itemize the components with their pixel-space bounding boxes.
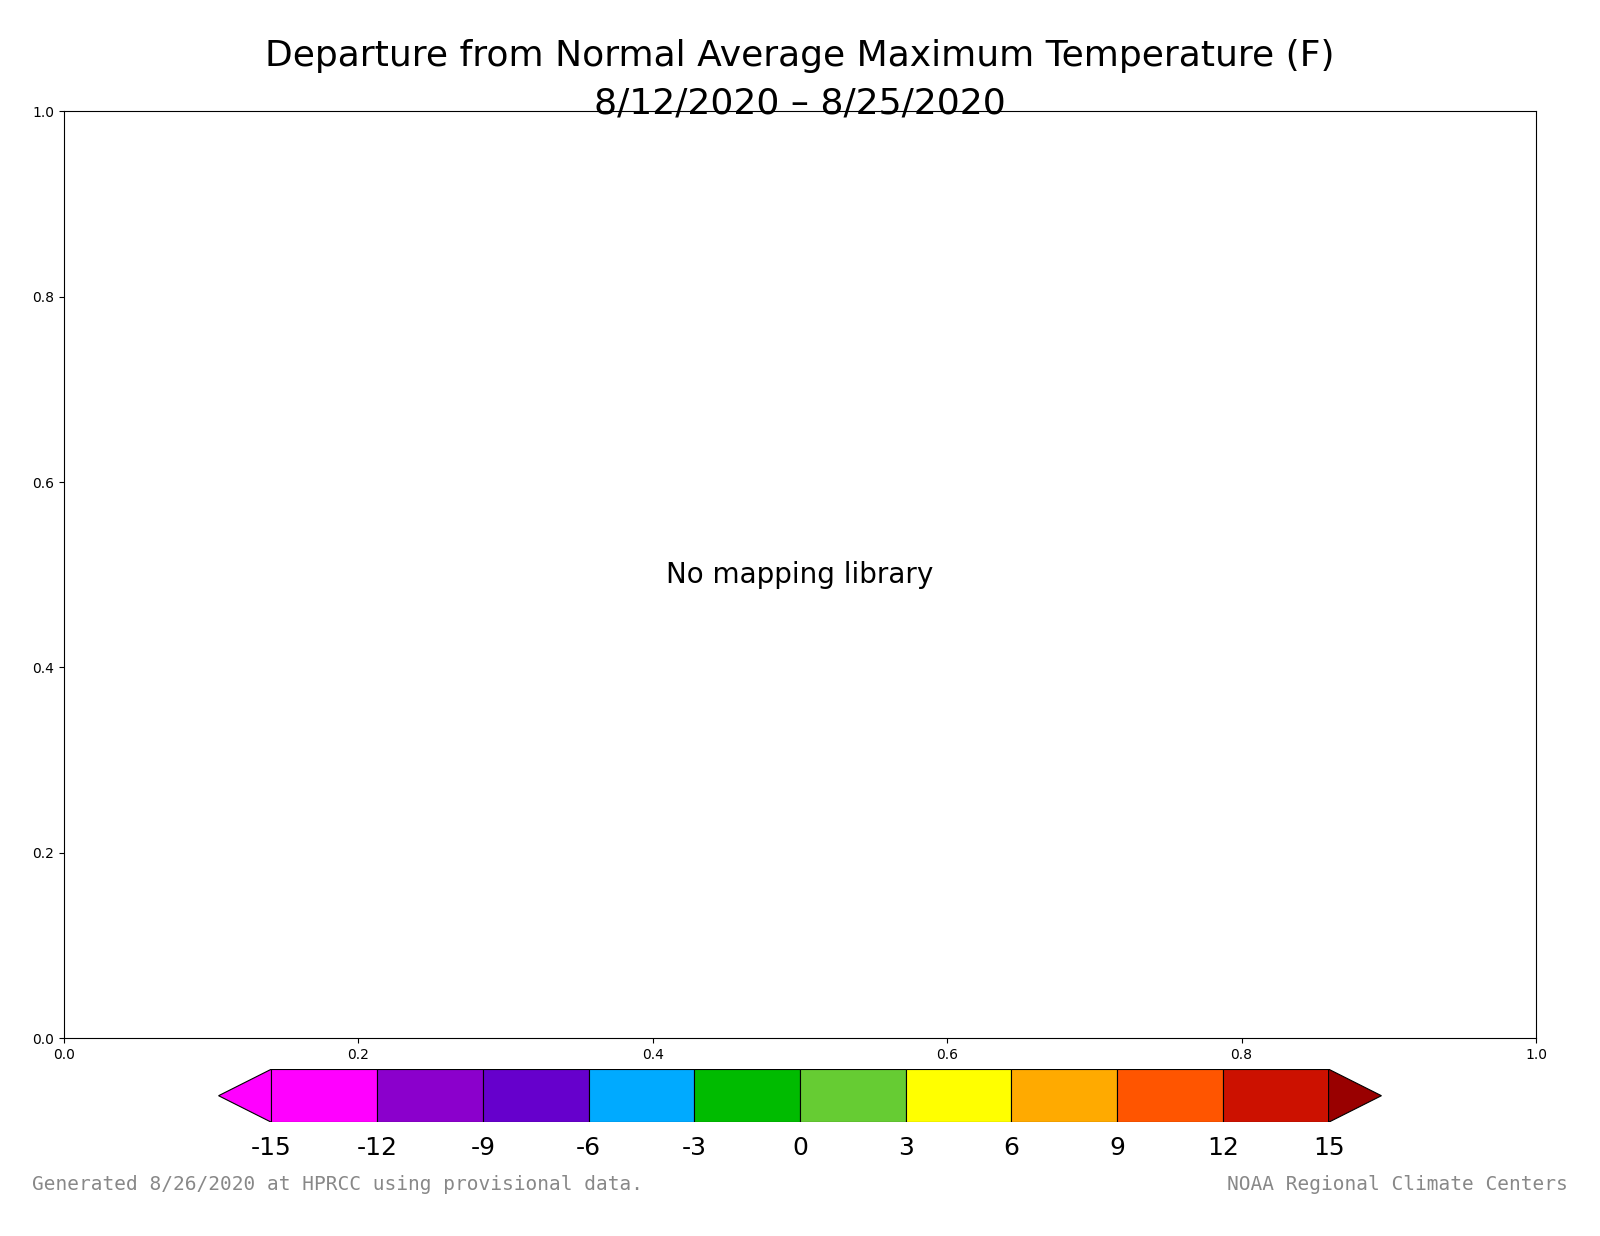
Polygon shape bbox=[219, 1069, 272, 1122]
Text: 12: 12 bbox=[1206, 1136, 1238, 1159]
Polygon shape bbox=[1328, 1069, 1381, 1122]
Text: 15: 15 bbox=[1312, 1136, 1344, 1159]
Bar bbox=[800, 1069, 906, 1122]
Text: -3: -3 bbox=[682, 1136, 707, 1159]
Bar bbox=[1222, 1069, 1328, 1122]
Text: -12: -12 bbox=[357, 1136, 398, 1159]
Text: 9: 9 bbox=[1109, 1136, 1125, 1159]
Text: 3: 3 bbox=[898, 1136, 914, 1159]
Text: -6: -6 bbox=[576, 1136, 602, 1159]
Text: 6: 6 bbox=[1003, 1136, 1019, 1159]
Text: Generated 8/26/2020 at HPRCC using provisional data.: Generated 8/26/2020 at HPRCC using provi… bbox=[32, 1174, 643, 1194]
Text: NOAA Regional Climate Centers: NOAA Regional Climate Centers bbox=[1227, 1174, 1568, 1194]
Bar bbox=[378, 1069, 483, 1122]
Text: -9: -9 bbox=[470, 1136, 496, 1159]
Text: 8/12/2020 – 8/25/2020: 8/12/2020 – 8/25/2020 bbox=[594, 87, 1006, 121]
Text: 0: 0 bbox=[792, 1136, 808, 1159]
Bar bbox=[272, 1069, 378, 1122]
Bar bbox=[694, 1069, 800, 1122]
Bar bbox=[1117, 1069, 1222, 1122]
Bar bbox=[589, 1069, 694, 1122]
Text: No mapping library: No mapping library bbox=[666, 561, 934, 588]
Text: -15: -15 bbox=[251, 1136, 291, 1159]
Bar bbox=[483, 1069, 589, 1122]
Bar bbox=[1011, 1069, 1117, 1122]
Bar bbox=[906, 1069, 1011, 1122]
Text: Departure from Normal Average Maximum Temperature (F): Departure from Normal Average Maximum Te… bbox=[266, 38, 1334, 73]
